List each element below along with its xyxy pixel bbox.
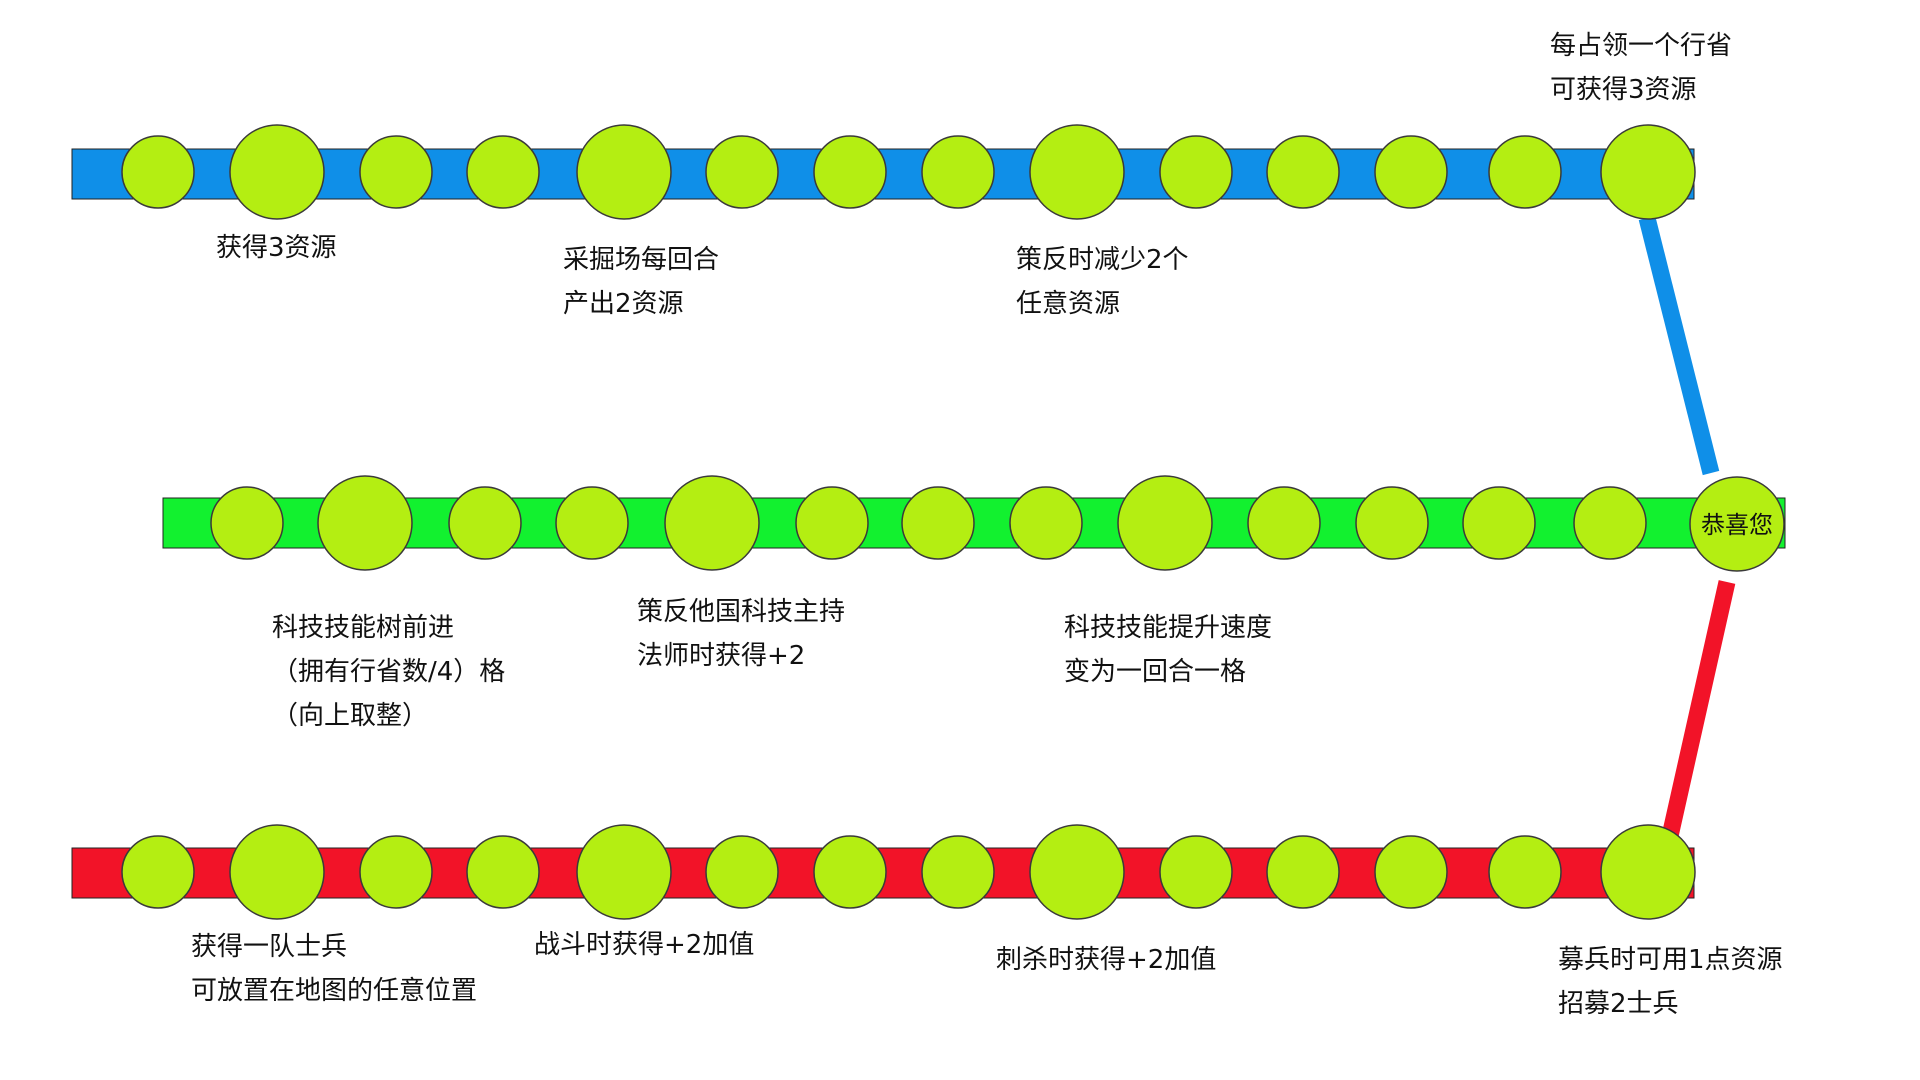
label-line: 获得一队士兵 — [191, 932, 348, 962]
label-line: 变为一回合一格 — [1064, 657, 1247, 687]
label-line: 策反时减少2个 — [1016, 245, 1189, 275]
blue-node-13 — [1488, 135, 1562, 209]
red-node-8 — [921, 835, 995, 909]
label-line: 科技技能树前进 — [272, 613, 455, 643]
label-line: 招募2士兵 — [1558, 989, 1679, 1019]
red-node-10 — [1159, 835, 1233, 909]
label-line: 可放置在地图的任意位置 — [191, 976, 478, 1006]
red-node-7 — [813, 835, 887, 909]
red-connector-line — [1661, 580, 1736, 838]
blue-connector-line — [1638, 215, 1720, 476]
red-label-4: 募兵时可用1点资源 招募2士兵 — [1558, 938, 1783, 1026]
center-node-label: 恭喜您 — [1701, 511, 1773, 539]
green-node-8 — [1009, 486, 1083, 560]
green-node-13 — [1573, 486, 1647, 560]
green-label-3: 科技技能提升速度 变为一回合一格 — [1064, 606, 1272, 694]
label-line: 战斗时获得+2加值 — [534, 930, 755, 960]
red-node-3 — [359, 835, 433, 909]
blue-node-11 — [1266, 135, 1340, 209]
label-line: 策反他国科技主持 — [637, 597, 846, 627]
green-node-10 — [1247, 486, 1321, 560]
green-node-5 — [664, 475, 760, 571]
blue-label-2: 采掘场每回合 产出2资源 — [563, 238, 719, 326]
blue-node-5 — [576, 124, 672, 220]
blue-node-4 — [466, 135, 540, 209]
red-node-13 — [1488, 835, 1562, 909]
green-node-9 — [1117, 475, 1213, 571]
green-node-7 — [901, 486, 975, 560]
red-node-4 — [466, 835, 540, 909]
label-line: 每占领一个行省 — [1550, 31, 1733, 61]
green-node-11 — [1355, 486, 1429, 560]
blue-node-10 — [1159, 135, 1233, 209]
blue-node-7 — [813, 135, 887, 209]
label-line: （拥有行省数/4）格 — [272, 657, 506, 687]
green-node-6 — [795, 486, 869, 560]
label-line: 产出2资源 — [563, 289, 684, 319]
label-line: 法师时获得+2 — [637, 641, 806, 671]
green-track-nodes — [210, 475, 1647, 571]
blue-node-8 — [921, 135, 995, 209]
center-node: 恭喜您 — [1689, 476, 1785, 572]
red-node-11 — [1266, 835, 1340, 909]
blue-node-2 — [229, 124, 325, 220]
red-node-9 — [1029, 824, 1125, 920]
red-node-12 — [1374, 835, 1448, 909]
blue-label-4: 每占领一个行省 可获得3资源 — [1550, 24, 1732, 112]
label-line: 可获得3资源 — [1550, 75, 1697, 105]
red-node-14 — [1600, 824, 1696, 920]
center-node-circle — [1689, 476, 1785, 572]
label-line: 采掘场每回合 — [563, 245, 720, 275]
green-node-2 — [317, 475, 413, 571]
blue-node-14 — [1600, 124, 1696, 220]
red-node-5 — [576, 824, 672, 920]
red-node-2 — [229, 824, 325, 920]
blue-node-9 — [1029, 124, 1125, 220]
green-label-2: 策反他国科技主持 法师时获得+2 — [637, 590, 845, 678]
red-node-6 — [705, 835, 779, 909]
blue-node-12 — [1374, 135, 1448, 209]
green-node-1 — [210, 486, 284, 560]
blue-node-3 — [359, 135, 433, 209]
blue-node-6 — [705, 135, 779, 209]
label-line: 获得3资源 — [216, 233, 337, 263]
red-label-1: 获得一队士兵 可放置在地图的任意位置 — [191, 925, 477, 1013]
green-label-1: 科技技能树前进 （拥有行省数/4）格 （向上取整） — [272, 606, 505, 738]
red-node-1 — [121, 835, 195, 909]
label-line: （向上取整） — [272, 701, 429, 731]
label-line: 科技技能提升速度 — [1064, 613, 1273, 643]
label-line: 刺杀时获得+2加值 — [996, 945, 1217, 975]
green-node-4 — [555, 486, 629, 560]
label-line: 任意资源 — [1016, 289, 1121, 319]
blue-label-3: 策反时减少2个 任意资源 — [1016, 238, 1189, 326]
green-node-12 — [1462, 486, 1536, 560]
red-track-nodes — [121, 824, 1696, 920]
blue-track-nodes — [121, 124, 1696, 220]
label-line: 募兵时可用1点资源 — [1558, 945, 1783, 975]
green-node-3 — [448, 486, 522, 560]
red-label-2: 战斗时获得+2加值 — [534, 923, 754, 967]
blue-label-1: 获得3资源 — [216, 226, 337, 270]
blue-node-1 — [121, 135, 195, 209]
red-label-3: 刺杀时获得+2加值 — [996, 938, 1216, 982]
